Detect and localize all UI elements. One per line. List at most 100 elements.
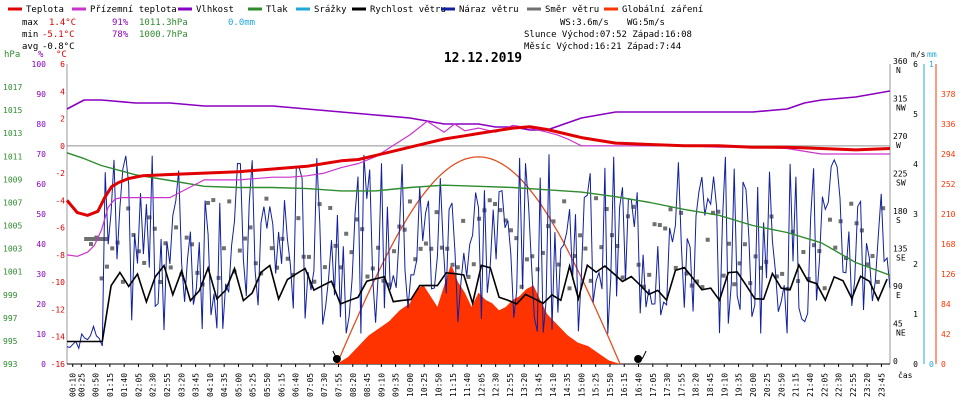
wind-direction-point — [551, 219, 556, 224]
wind-direction-point — [306, 254, 311, 259]
stat-max-temp: 1.4°C — [49, 18, 76, 28]
wind-direction-point — [89, 242, 94, 247]
stat-max-rain: 0.0mm — [228, 18, 255, 28]
direction-tick-label: 225 — [893, 170, 908, 179]
solar-tick-label: 294 — [941, 150, 956, 159]
x-tick-label: 08:45 — [363, 373, 372, 397]
direction-tick-label: S — [896, 216, 901, 225]
x-tick-label: 14:35 — [563, 373, 572, 397]
wind-direction-point — [859, 228, 864, 233]
wind-direction-point — [604, 207, 609, 212]
wind-direction-point — [843, 256, 848, 261]
rain-tick-label: 1 — [929, 60, 934, 69]
x-tick-label: 10:25 — [420, 373, 429, 397]
stat-min-temp: -5.1°C — [42, 30, 75, 40]
pressure-axis-unit: hPa — [4, 50, 20, 60]
direction-tick-label: NE — [896, 329, 906, 338]
axes: 9939959979991001100310051007100910111013… — [3, 50, 956, 397]
wind-direction-point — [498, 208, 503, 213]
wind-direction-point — [232, 269, 237, 274]
humidity-tick-label: 80 — [36, 120, 46, 129]
wind-direction-point — [152, 226, 157, 231]
legend-label: Směr větru — [545, 5, 599, 15]
wind-direction-point — [620, 275, 625, 280]
wind-direction-point — [104, 264, 109, 269]
stat-max-press: 1011.3hPa — [139, 18, 188, 28]
x-tick-label: 17:05 — [649, 373, 658, 397]
wind-direction-point — [546, 224, 551, 229]
stat-min-press: 1000.7hPa — [139, 30, 188, 40]
wind-direction-point — [679, 210, 684, 215]
x-tick-label: 15:25 — [592, 373, 601, 397]
wind-direction-point — [439, 245, 444, 250]
info-panel: WS:3.6m/s WG:5m/s Slunce Východ:07:52 Zá… — [524, 18, 692, 52]
temperature-tick-label: -2 — [55, 169, 65, 178]
wind-direction-point — [801, 250, 806, 255]
legend-label: Přízemní teplota — [90, 5, 177, 15]
x-tick-label: 12:30 — [492, 373, 501, 397]
wind-direction-point — [450, 262, 455, 267]
wind-direction-point — [163, 241, 168, 246]
wind-direction-point — [386, 282, 391, 287]
wind-direction-point — [317, 202, 322, 207]
wind-direction-point — [764, 259, 769, 264]
solar-tick-label: 42 — [941, 330, 951, 339]
pressure-tick-label: 995 — [3, 337, 18, 346]
x-tick-label: 04:35 — [220, 373, 229, 397]
direction-tick-label: 360 — [893, 57, 908, 66]
legend-label: Globální záření — [622, 5, 703, 15]
wind-direction-point — [142, 260, 147, 265]
humidity-line — [66, 90, 891, 131]
wind-direction-point — [269, 246, 274, 251]
wind-direction-point — [742, 242, 747, 247]
x-tick-label: 03:20 — [177, 373, 186, 397]
wind-direction-point — [865, 262, 870, 267]
wind-direction-point — [631, 204, 636, 209]
stat-max-hum: 91% — [112, 18, 129, 28]
wind-axis-unit: m/s — [911, 50, 926, 59]
solar-tick-label: 84 — [941, 300, 951, 309]
direction-tick-label: NW — [896, 104, 906, 113]
x-tick-label: 21:40 — [806, 373, 815, 397]
x-tick-label: 02:55 — [163, 373, 172, 397]
plot-area — [65, 90, 891, 365]
pressure-tick-label: 997 — [3, 314, 18, 323]
direction-tick-label: SW — [896, 179, 906, 188]
wind-direction-point — [817, 248, 822, 253]
humidity-tick-label: 90 — [36, 90, 46, 99]
temperature-tick-label: -16 — [51, 360, 66, 369]
wind-direction-point — [360, 227, 365, 232]
x-tick-label: 19:35 — [735, 373, 744, 397]
x-tick-label: 22:55 — [849, 373, 858, 397]
wind-direction-point — [264, 196, 269, 201]
wind-direction-point — [647, 272, 652, 277]
wind-direction-point — [663, 226, 668, 231]
wind-direction-point — [354, 217, 359, 222]
wind-direction-point — [423, 241, 428, 246]
legend-label: Tlak — [266, 5, 288, 15]
wind-tick-label: 1 — [913, 310, 918, 319]
x-tick-label: 03:45 — [192, 373, 201, 397]
direction-tick-label: 270 — [893, 132, 908, 141]
humidity-tick-label: 20 — [36, 300, 46, 309]
chart-title: 12.12.2019 — [444, 51, 522, 66]
wind-direction-point — [312, 279, 317, 284]
wind-tick-label: 3 — [913, 210, 918, 219]
x-tick-label: 07:55 — [334, 373, 343, 397]
wind-direction-point — [849, 201, 854, 206]
wind-direction-point — [190, 242, 195, 247]
rain-axis-unit: mm — [927, 50, 937, 59]
humidity-tick-label: 50 — [36, 210, 46, 219]
wind-tick-label: 6 — [913, 60, 918, 69]
wind-speed-line — [67, 262, 888, 343]
wind-direction-point — [344, 231, 349, 236]
direction-tick-label: 90 — [893, 282, 903, 291]
wind-direction-point — [870, 254, 875, 259]
wind-direction-point — [615, 244, 620, 249]
temperature-tick-label: -6 — [55, 224, 65, 233]
pressure-tick-label: 1011 — [3, 152, 22, 161]
direction-tick-label: 45 — [893, 320, 903, 329]
wind-direction-point — [120, 279, 125, 284]
stats-panel: max 1.4°C 91% 1011.3hPa 0.0mm min -5.1°C… — [22, 18, 255, 52]
legend-label: Srážky — [314, 5, 347, 15]
